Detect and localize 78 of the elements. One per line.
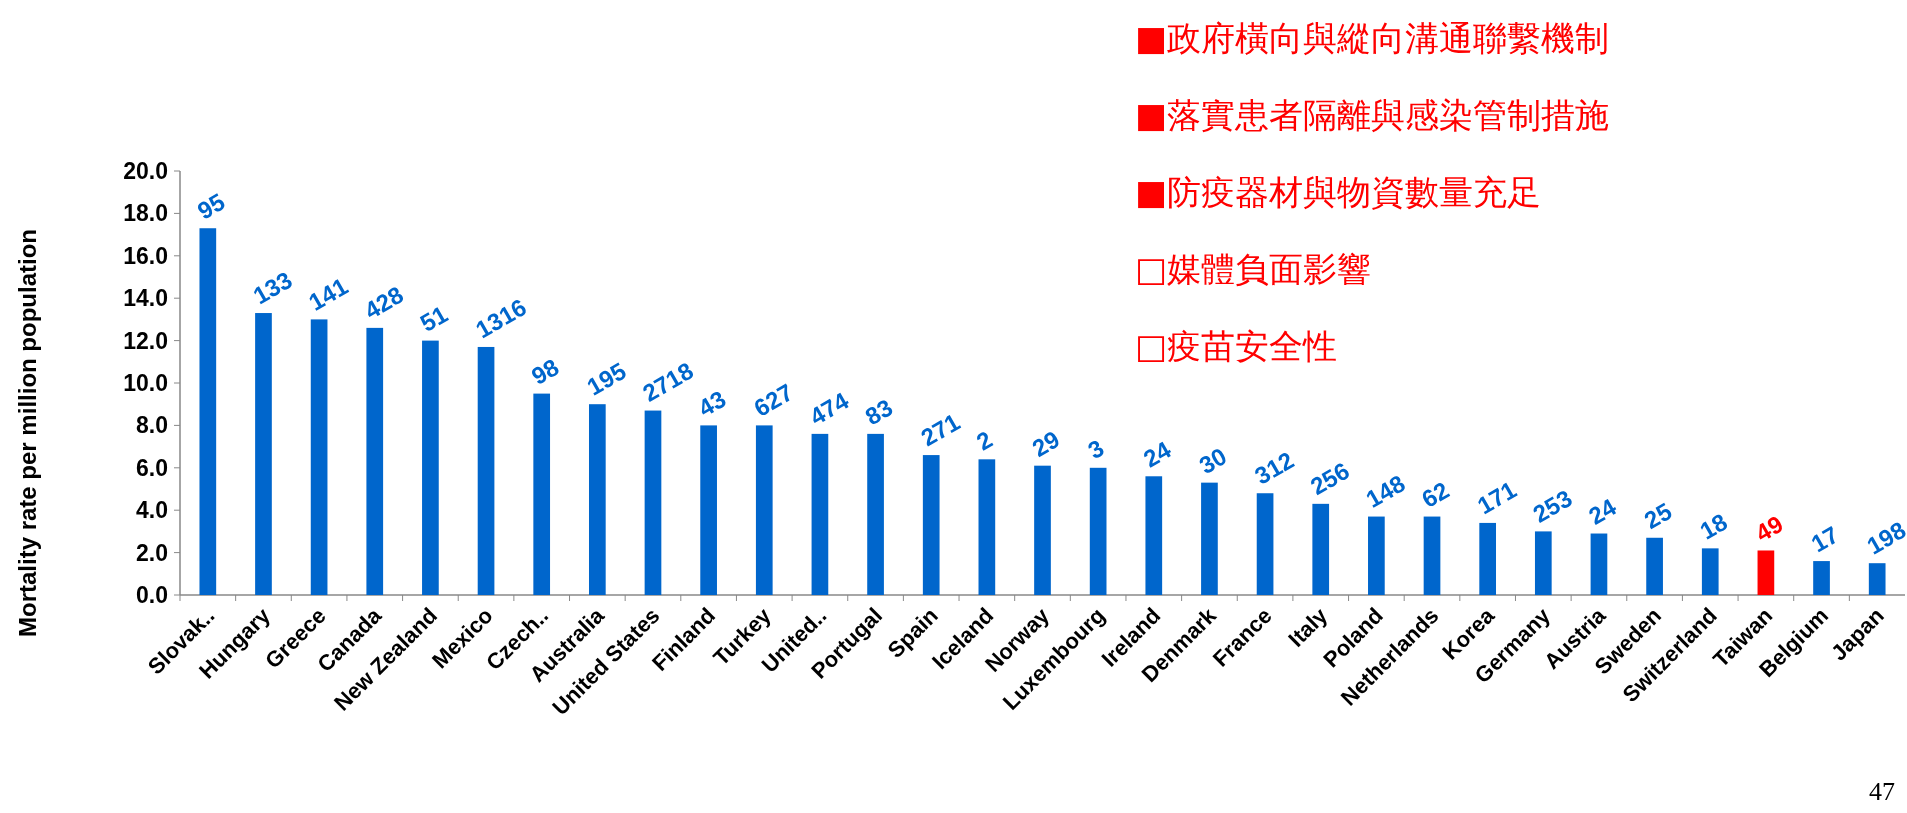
bar — [1423, 516, 1441, 595]
annotation: 141 — [304, 272, 353, 316]
y-tick-label: 20.0 — [123, 158, 168, 184]
bar — [477, 346, 495, 595]
y-tick-label: 4.0 — [136, 497, 168, 524]
bar — [811, 433, 829, 595]
bar — [867, 433, 884, 595]
y-tick-label: 16.0 — [123, 242, 168, 269]
y-tick-label: 18.0 — [123, 200, 168, 227]
annotation: 29 — [1027, 425, 1065, 463]
annotation: 24 — [1583, 492, 1622, 530]
annotation: 17 — [1806, 520, 1844, 558]
annotation: 30 — [1194, 442, 1232, 479]
annotation: 198 — [1862, 516, 1907, 560]
y-tick-label: 6.0 — [136, 454, 168, 481]
y-tick-label: 12.0 — [123, 327, 168, 354]
bar — [1757, 550, 1775, 595]
bar — [422, 340, 439, 595]
y-tick-label: 0.0 — [136, 582, 168, 608]
bar — [199, 228, 217, 595]
annotation: 25 — [1639, 497, 1677, 535]
annotation: 428 — [359, 280, 408, 325]
annotation: 256 — [1305, 456, 1354, 501]
bar — [700, 425, 717, 595]
annotation: 148 — [1361, 469, 1410, 513]
text: ■落實患者隔離與感染管制措施 — [1135, 95, 1610, 135]
annotation: 62 — [1417, 476, 1454, 513]
bar — [755, 425, 773, 595]
bar — [922, 455, 940, 595]
bar — [1201, 482, 1218, 595]
y-tick-label: 2.0 — [136, 539, 168, 566]
annotation: 271 — [916, 408, 965, 452]
annotation: 51 — [415, 300, 453, 337]
bar — [533, 393, 551, 595]
bar — [1312, 503, 1330, 595]
annotation: □媒體負面影響 — [1135, 249, 1372, 289]
annotation: 18 — [1695, 507, 1732, 545]
annotation: 24 — [1138, 435, 1176, 473]
annotation: 253 — [1528, 484, 1577, 528]
bar — [310, 319, 328, 595]
bar — [1089, 467, 1107, 595]
annotation: 49 — [1750, 510, 1788, 547]
annotation: 627 — [749, 378, 798, 422]
bar — [1479, 522, 1496, 595]
bar — [1368, 516, 1385, 595]
y-tick-label: 10.0 — [123, 370, 168, 396]
annotation: 195 — [582, 357, 631, 401]
bar — [366, 327, 384, 595]
bar — [255, 313, 272, 595]
annotation: 312 — [1250, 446, 1299, 490]
bar — [1701, 548, 1719, 595]
annotation: ■防疫器材與物資數量充足 — [1135, 172, 1542, 212]
bar — [1145, 476, 1163, 595]
annotation: 171 — [1472, 475, 1521, 520]
y-axis-title: Mortality rate per million population — [14, 228, 41, 638]
annotation: □疫苗安全性 — [1135, 326, 1338, 366]
text: 47 — [1869, 777, 1895, 806]
bar — [1590, 533, 1608, 595]
bar — [1256, 493, 1274, 595]
bar — [978, 459, 996, 595]
annotation: 1316 — [471, 293, 531, 344]
annotation: 133 — [248, 265, 297, 310]
annotation: 474 — [804, 386, 854, 431]
text: ■政府橫向與縱向溝通聯繫機制 — [1135, 18, 1610, 58]
bar — [1534, 531, 1552, 595]
bar — [644, 410, 662, 595]
bar — [1868, 563, 1886, 595]
annotation: 2 — [971, 425, 997, 456]
bar — [1813, 561, 1830, 595]
bar — [588, 404, 606, 595]
annotation: 98 — [526, 353, 564, 390]
bar — [1034, 465, 1051, 595]
annotation: 95 — [192, 187, 230, 225]
annotation: 83 — [860, 393, 898, 431]
annotation: 3 — [1083, 434, 1109, 465]
y-tick-label: 8.0 — [136, 412, 168, 439]
bar — [1646, 537, 1663, 595]
y-tick-label: 14.0 — [123, 285, 168, 312]
